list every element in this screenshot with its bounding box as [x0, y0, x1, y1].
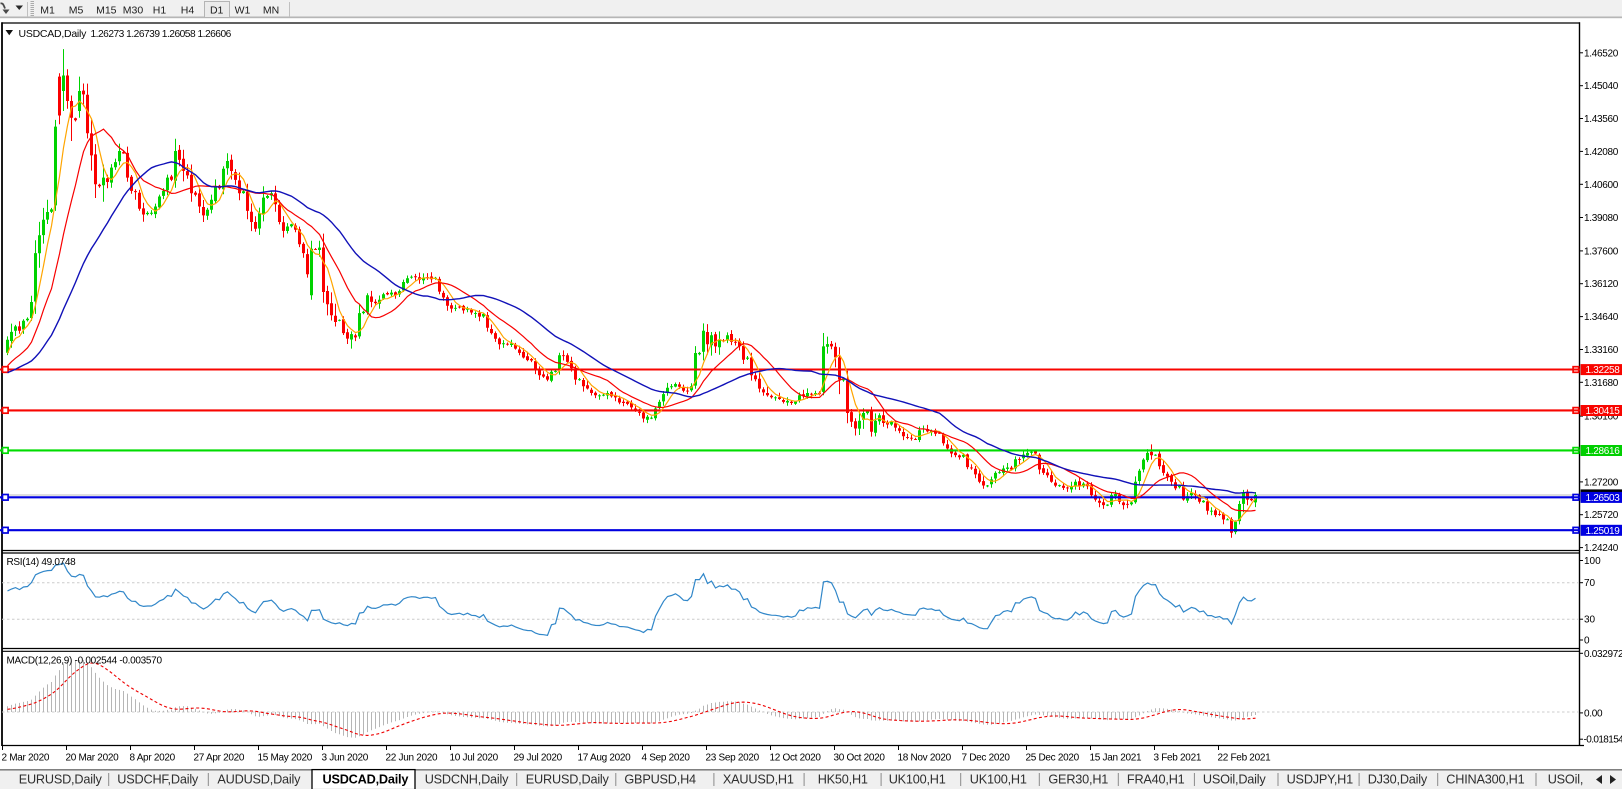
svg-text:RSI(14) 49.0748: RSI(14) 49.0748	[7, 557, 77, 568]
svg-text:4 Sep 2020: 4 Sep 2020	[642, 753, 691, 764]
svg-text:2 Mar 2020: 2 Mar 2020	[2, 753, 50, 764]
svg-text:UK100,H1: UK100,H1	[889, 773, 946, 787]
svg-text:3 Jun 2020: 3 Jun 2020	[322, 753, 369, 764]
svg-text:20 Mar 2020: 20 Mar 2020	[66, 753, 120, 764]
svg-text:AUDUSD,Daily: AUDUSD,Daily	[217, 773, 301, 787]
svg-text:USDCAD,Daily: USDCAD,Daily	[19, 28, 88, 40]
svg-text:0.032972: 0.032972	[1584, 649, 1622, 660]
svg-text:D1: D1	[210, 5, 224, 17]
svg-text:0: 0	[1584, 636, 1590, 647]
svg-text:1.30160: 1.30160	[1584, 412, 1619, 423]
svg-text:10 Jul 2020: 10 Jul 2020	[450, 753, 499, 764]
svg-text:CHINA300,H1: CHINA300,H1	[1446, 773, 1524, 787]
svg-text:1.33160: 1.33160	[1584, 345, 1619, 356]
svg-text:22 Feb 2021: 22 Feb 2021	[1218, 753, 1272, 764]
svg-text:22 Jun 2020: 22 Jun 2020	[386, 753, 438, 764]
svg-text:USDCNH,Daily: USDCNH,Daily	[425, 773, 509, 787]
svg-text:1.25019: 1.25019	[1586, 526, 1621, 537]
svg-text:1.24240: 1.24240	[1584, 543, 1619, 554]
svg-text:UK100,H1: UK100,H1	[970, 773, 1027, 787]
svg-text:27 Apr 2020: 27 Apr 2020	[194, 753, 245, 764]
svg-text:1.40600: 1.40600	[1584, 180, 1619, 191]
svg-text:18 Nov 2020: 18 Nov 2020	[898, 753, 952, 764]
svg-text:1.26503: 1.26503	[1586, 493, 1621, 504]
svg-text:15 May 2020: 15 May 2020	[258, 753, 313, 764]
svg-text:M5: M5	[69, 5, 84, 17]
svg-text:FRA40,H1: FRA40,H1	[1127, 773, 1185, 787]
svg-text:8 Apr 2020: 8 Apr 2020	[130, 753, 176, 764]
svg-text:M30: M30	[123, 5, 144, 17]
svg-text:100: 100	[1584, 556, 1601, 567]
svg-text:1.37600: 1.37600	[1584, 246, 1619, 257]
svg-text:1.45040: 1.45040	[1584, 81, 1619, 92]
svg-text:1.39080: 1.39080	[1584, 213, 1619, 224]
svg-text:MN: MN	[263, 5, 279, 17]
svg-text:GER30,H1: GER30,H1	[1048, 773, 1108, 787]
svg-text:1.34640: 1.34640	[1584, 312, 1619, 323]
svg-text:-0.018154: -0.018154	[1584, 735, 1622, 746]
svg-text:29 Jul 2020: 29 Jul 2020	[514, 753, 563, 764]
svg-text:7 Dec 2020: 7 Dec 2020	[962, 753, 1011, 764]
svg-text:1.26273 1.26739 1.26058 1.2660: 1.26273 1.26739 1.26058 1.26606	[91, 29, 232, 40]
svg-text:15 Jan 2021: 15 Jan 2021	[1090, 753, 1142, 764]
svg-text:25 Dec 2020: 25 Dec 2020	[1026, 753, 1080, 764]
svg-text:1.36120: 1.36120	[1584, 279, 1619, 290]
svg-text:USOil,: USOil,	[1548, 773, 1583, 787]
svg-text:XAUUSD,H1: XAUUSD,H1	[723, 773, 794, 787]
svg-text:USDCAD,Daily: USDCAD,Daily	[323, 773, 409, 787]
svg-text:1.28616: 1.28616	[1586, 446, 1621, 457]
svg-text:M1: M1	[40, 5, 55, 17]
svg-text:DJ30,Daily: DJ30,Daily	[1368, 773, 1428, 787]
svg-text:1.31680: 1.31680	[1584, 378, 1619, 389]
svg-text:USOil,Daily: USOil,Daily	[1203, 773, 1267, 787]
svg-text:H4: H4	[181, 5, 195, 17]
svg-text:3 Feb 2021: 3 Feb 2021	[1154, 753, 1202, 764]
svg-text:USDCHF,Daily: USDCHF,Daily	[117, 773, 199, 787]
svg-text:MACD(12,26,9) -0.002544 -0.003: MACD(12,26,9) -0.002544 -0.003570	[7, 656, 163, 667]
svg-text:1.25720: 1.25720	[1584, 510, 1619, 521]
svg-text:30: 30	[1584, 615, 1596, 626]
svg-text:1.46520: 1.46520	[1584, 48, 1619, 59]
svg-text:17 Aug 2020: 17 Aug 2020	[578, 753, 632, 764]
svg-text:1.42080: 1.42080	[1584, 147, 1619, 158]
svg-text:0.00: 0.00	[1584, 708, 1603, 719]
svg-text:USDJPY,H1: USDJPY,H1	[1287, 773, 1354, 787]
svg-text:23 Sep 2020: 23 Sep 2020	[706, 753, 760, 764]
svg-text:W1: W1	[235, 5, 251, 17]
svg-text:70: 70	[1584, 578, 1596, 589]
svg-text:1.27200: 1.27200	[1584, 477, 1619, 488]
svg-text:H1: H1	[153, 5, 167, 17]
svg-text:1.30415: 1.30415	[1586, 406, 1621, 417]
svg-text:GBPUSD,H4: GBPUSD,H4	[624, 773, 696, 787]
svg-text:1.43560: 1.43560	[1584, 114, 1619, 125]
svg-text:EURUSD,Daily: EURUSD,Daily	[526, 773, 610, 787]
svg-text:EURUSD,Daily: EURUSD,Daily	[19, 773, 103, 787]
svg-text:30 Oct 2020: 30 Oct 2020	[834, 753, 886, 764]
svg-text:HK50,H1: HK50,H1	[818, 773, 868, 787]
svg-text:M15: M15	[96, 5, 117, 17]
svg-text:1.32258: 1.32258	[1586, 365, 1621, 376]
svg-text:12 Oct 2020: 12 Oct 2020	[770, 753, 822, 764]
